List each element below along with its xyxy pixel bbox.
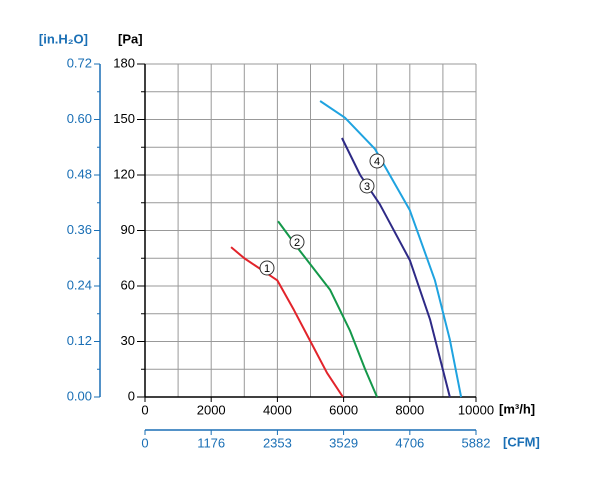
y-tick-label: 180 <box>113 55 135 70</box>
x-tick-label: 10000 <box>458 402 494 417</box>
y-tick-label: 150 <box>113 111 135 126</box>
y2-tick-label: 0.36 <box>67 222 92 237</box>
x2-tick-label: 3529 <box>329 435 358 450</box>
curve <box>230 246 344 398</box>
curve <box>319 100 463 398</box>
y2-tick-label: 0.72 <box>67 55 92 70</box>
curve <box>341 137 451 398</box>
x2-tick-label: 4706 <box>395 435 424 450</box>
y2-tick-label: 0.00 <box>67 388 92 403</box>
x2-tick-label: 5882 <box>462 435 491 450</box>
y-axis-label: [Pa] <box>118 31 143 46</box>
curve-label-circle <box>359 178 375 194</box>
y-tick-label: 60 <box>121 277 135 292</box>
y2-tick-label: 0.60 <box>67 111 92 126</box>
curve-label: 2 <box>294 237 300 249</box>
y-tick-label: 0 <box>128 388 135 403</box>
curve-label-circle <box>289 234 305 250</box>
x-tick-label: 4000 <box>263 402 292 417</box>
x-tick-label: 2000 <box>197 402 226 417</box>
x2-tick-label: 2353 <box>263 435 292 450</box>
curve-label-circle <box>259 260 275 276</box>
y2-tick-label: 0.48 <box>67 166 92 181</box>
y2-tick-label: 0.12 <box>67 333 92 348</box>
y2-axis-label: [in.H₂O] <box>39 31 88 46</box>
curve-label: 3 <box>364 181 370 193</box>
y2-tick-label: 0.24 <box>67 277 92 292</box>
x-tick-label: 8000 <box>395 402 424 417</box>
x2-axis-label: [CFM] <box>503 434 540 449</box>
curve-label: 1 <box>264 263 270 275</box>
y-tick-label: 90 <box>121 222 135 237</box>
y-tick-label: 30 <box>121 333 135 348</box>
y-tick-label: 120 <box>113 166 135 181</box>
x-axis-label: [m³/h] <box>499 401 535 416</box>
curve-label: 4 <box>374 156 380 168</box>
x-tick-label: 6000 <box>329 402 358 417</box>
x-tick-label: 0 <box>141 402 148 417</box>
x2-tick-label: 1176 <box>197 435 225 450</box>
curve-label-circle <box>369 153 385 169</box>
x2-tick-label: 0 <box>141 435 148 450</box>
